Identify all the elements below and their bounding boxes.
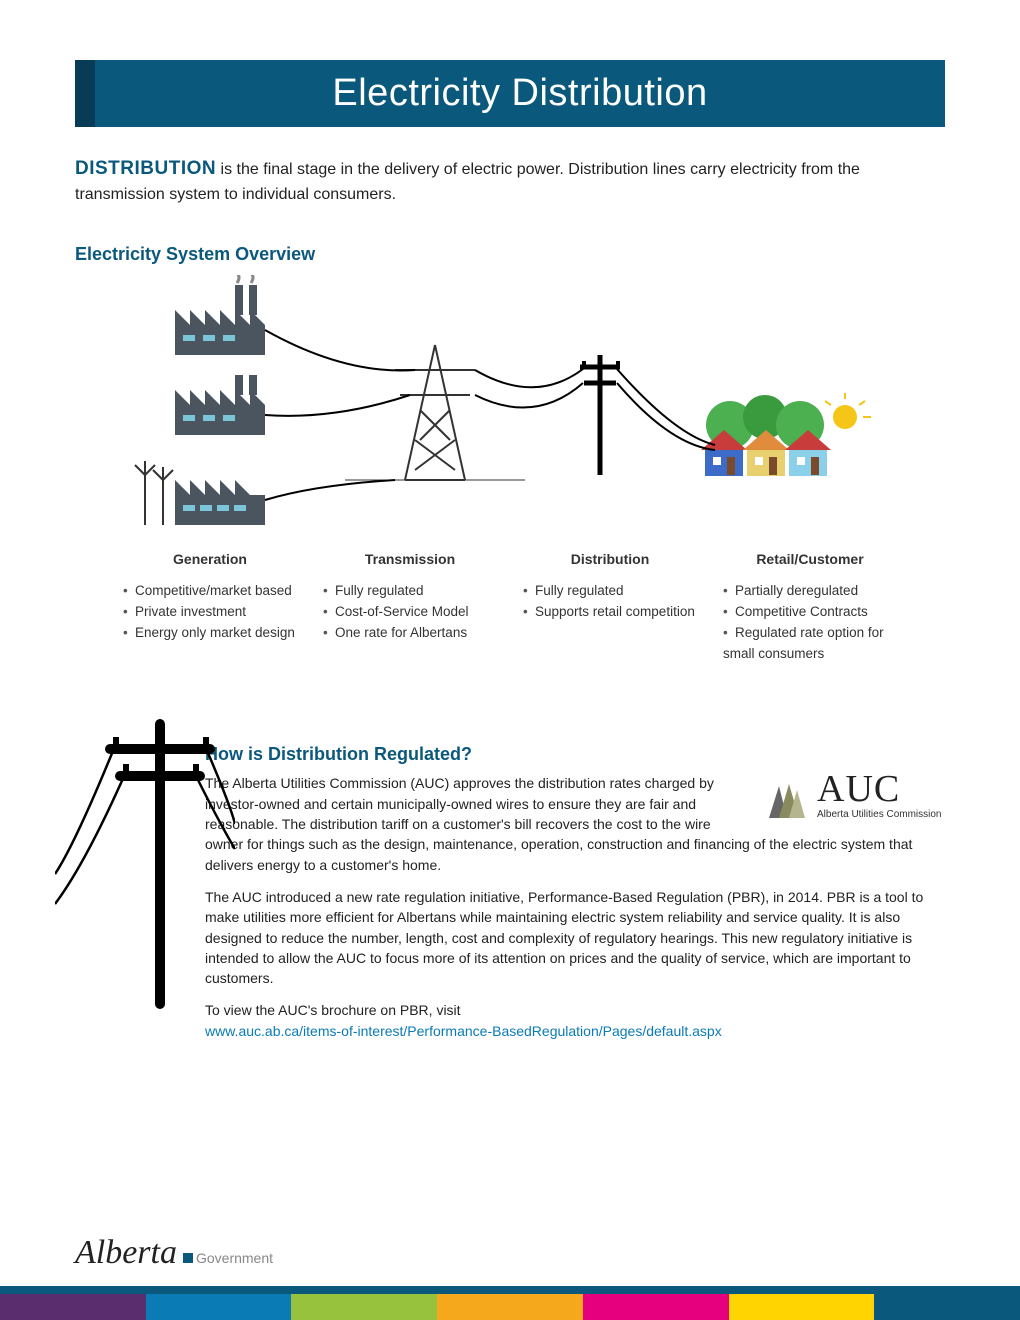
list-item: Fully regulated <box>523 581 705 602</box>
column-distribution: Distribution Fully regulated Supports re… <box>515 551 705 665</box>
strip-seg <box>146 1294 292 1320</box>
power-lines <box>265 330 715 500</box>
list-item: Competitive Contracts <box>723 602 905 623</box>
link-intro: To view the AUC's brochure on PBR, visit <box>205 1002 461 1018</box>
column-title: Distribution <box>515 551 705 567</box>
intro-keyword: DISTRIBUTION <box>75 158 216 179</box>
regulation-link-block: To view the AUC's brochure on PBR, visit… <box>205 1000 945 1041</box>
column-generation: Generation Competitive/market based Priv… <box>115 551 305 665</box>
factory-icon <box>175 275 265 355</box>
turbine-icon <box>135 461 173 525</box>
gov-label: Government <box>183 1250 273 1268</box>
column-transmission: Transmission Fully regulated Cost-of-Ser… <box>315 551 505 665</box>
intro-paragraph: DISTRIBUTION is the final stage in the d… <box>75 155 945 206</box>
auc-subtitle: Alberta Utilities Commission <box>817 808 941 823</box>
regulation-heading: How is Distribution Regulated? <box>205 744 945 765</box>
strip-seg <box>437 1294 583 1320</box>
list-item: Partially deregulated <box>723 581 905 602</box>
overview-columns: Generation Competitive/market based Priv… <box>115 551 905 665</box>
footer-color-strip <box>0 1294 1020 1320</box>
transmission-tower-icon <box>395 345 475 480</box>
auc-name: AUC <box>817 773 941 805</box>
alberta-wordmark: Alberta <box>75 1234 177 1272</box>
strip-seg <box>291 1294 437 1320</box>
list-item: Private investment <box>123 602 305 623</box>
strip-seg <box>583 1294 729 1320</box>
pbr-link[interactable]: www.auc.ab.ca/items-of-interest/Performa… <box>205 1023 722 1039</box>
list-item: Supports retail competition <box>523 602 705 623</box>
customer-houses-icon <box>701 393 871 476</box>
strip-seg <box>729 1294 875 1320</box>
list-item: Competitive/market based <box>123 581 305 602</box>
factory-icon <box>175 480 265 525</box>
page-footer: Alberta Government <box>0 1234 1020 1320</box>
overview-diagram <box>115 275 905 545</box>
distribution-pole-icon <box>580 355 620 475</box>
column-title: Retail/Customer <box>715 551 905 567</box>
strip-seg <box>874 1294 1020 1320</box>
page-title-bar: Electricity Distribution <box>75 60 945 127</box>
strip-seg <box>0 1294 146 1320</box>
footer-strip-top <box>0 1286 1020 1294</box>
overview-heading: Electricity System Overview <box>75 244 945 265</box>
regulation-para2: The AUC introduced a new rate regulation… <box>205 887 945 988</box>
list-item: Energy only market design <box>123 623 305 644</box>
list-item: Regulated rate option for small consumer… <box>723 623 905 665</box>
column-retail: Retail/Customer Partially deregulated Co… <box>715 551 905 665</box>
utility-pole-icon <box>55 714 235 1014</box>
auc-logo: AUC Alberta Utilities Commission <box>765 773 945 822</box>
page-title: Electricity Distribution <box>332 72 707 114</box>
column-title: Generation <box>115 551 305 567</box>
regulation-section: How is Distribution Regulated? AUC Alber… <box>75 744 945 1041</box>
list-item: One rate for Albertans <box>323 623 505 644</box>
list-item: Fully regulated <box>323 581 505 602</box>
column-title: Transmission <box>315 551 505 567</box>
auc-mark-icon <box>765 778 809 822</box>
electricity-diagram-svg <box>115 275 905 545</box>
factory-icon <box>175 375 265 435</box>
list-item: Cost-of-Service Model <box>323 602 505 623</box>
